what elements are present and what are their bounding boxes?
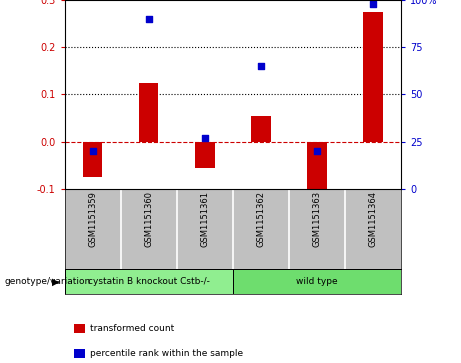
Text: transformed count: transformed count (90, 324, 174, 333)
Text: wild type: wild type (296, 277, 338, 286)
Point (257, 63, 265, 69)
Text: cystatin B knockout Cstb-/-: cystatin B knockout Cstb-/- (88, 277, 210, 286)
Text: ▶: ▶ (53, 276, 60, 286)
Bar (65, 269, 233, 294)
Bar (307, 142, 327, 191)
Text: GSM1151362: GSM1151362 (256, 191, 266, 247)
Text: genotype/variation: genotype/variation (5, 277, 91, 286)
Bar (139, 83, 159, 142)
Text: GSM1151364: GSM1151364 (368, 191, 378, 247)
Point (89, 148, 96, 154)
Bar (233, 269, 401, 294)
Bar (83, 142, 102, 177)
Bar (251, 115, 271, 142)
Text: GSM1151360: GSM1151360 (144, 191, 153, 247)
Point (313, 148, 321, 154)
Point (145, 16, 152, 22)
Bar (195, 142, 214, 168)
Text: GSM1151359: GSM1151359 (88, 191, 97, 247)
Text: GSM1151361: GSM1151361 (200, 191, 209, 247)
Text: percentile rank within the sample: percentile rank within the sample (90, 350, 243, 358)
Bar (363, 12, 383, 142)
Point (369, 1, 377, 7)
Text: GSM1151363: GSM1151363 (313, 191, 321, 247)
Point (201, 135, 208, 141)
